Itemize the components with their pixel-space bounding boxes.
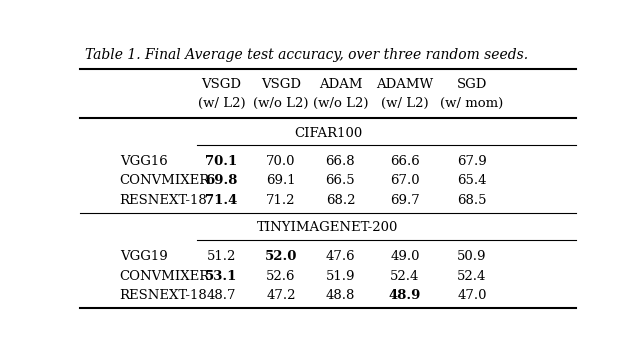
Text: ADAMW: ADAMW: [376, 78, 433, 92]
Text: 49.0: 49.0: [390, 250, 420, 263]
Text: 69.1: 69.1: [266, 174, 296, 187]
Text: Table 1. Final Average test accuracy, over three random seeds.: Table 1. Final Average test accuracy, ov…: [85, 48, 528, 62]
Text: 66.5: 66.5: [326, 174, 355, 187]
Text: (w/o L2): (w/o L2): [313, 97, 368, 110]
Text: SGD: SGD: [457, 78, 487, 92]
Text: 52.4: 52.4: [390, 270, 420, 283]
Text: 67.0: 67.0: [390, 174, 420, 187]
Text: 47.2: 47.2: [266, 289, 296, 302]
Text: 70.1: 70.1: [205, 154, 237, 168]
Text: 70.0: 70.0: [266, 154, 296, 168]
Text: (w/o L2): (w/o L2): [253, 97, 308, 110]
Text: 67.9: 67.9: [457, 154, 486, 168]
Text: 47.0: 47.0: [457, 289, 486, 302]
Text: 48.9: 48.9: [388, 289, 421, 302]
Text: 52.0: 52.0: [265, 250, 297, 263]
Text: 53.1: 53.1: [205, 270, 237, 283]
Text: 51.9: 51.9: [326, 270, 355, 283]
Text: 52.4: 52.4: [457, 270, 486, 283]
Text: 66.8: 66.8: [326, 154, 355, 168]
Text: 68.5: 68.5: [457, 194, 486, 207]
Text: 48.7: 48.7: [207, 289, 236, 302]
Text: 69.8: 69.8: [205, 174, 237, 187]
Text: 52.6: 52.6: [266, 270, 296, 283]
Text: RESNEXT-18: RESNEXT-18: [120, 289, 207, 302]
Text: VSGD: VSGD: [261, 78, 301, 92]
Text: VGG19: VGG19: [120, 250, 168, 263]
Text: 50.9: 50.9: [457, 250, 486, 263]
Text: VSGD: VSGD: [202, 78, 241, 92]
Text: TINYIMAGENET-200: TINYIMAGENET-200: [257, 221, 399, 234]
Text: (w/ L2): (w/ L2): [381, 97, 429, 110]
Text: (w/ mom): (w/ mom): [440, 97, 504, 110]
Text: CONVMIXER: CONVMIXER: [120, 270, 210, 283]
Text: 69.7: 69.7: [390, 194, 420, 207]
Text: 68.2: 68.2: [326, 194, 355, 207]
Text: RESNEXT-18: RESNEXT-18: [120, 194, 207, 207]
Text: (w/ L2): (w/ L2): [198, 97, 245, 110]
Text: 51.2: 51.2: [207, 250, 236, 263]
Text: 71.2: 71.2: [266, 194, 296, 207]
Text: 48.8: 48.8: [326, 289, 355, 302]
Text: ADAM: ADAM: [319, 78, 362, 92]
Text: 47.6: 47.6: [326, 250, 355, 263]
Text: 71.4: 71.4: [205, 194, 237, 207]
Text: CONVMIXER: CONVMIXER: [120, 174, 210, 187]
Text: VGG16: VGG16: [120, 154, 168, 168]
Text: 66.6: 66.6: [390, 154, 420, 168]
Text: 65.4: 65.4: [457, 174, 486, 187]
Text: CIFAR100: CIFAR100: [294, 127, 362, 140]
